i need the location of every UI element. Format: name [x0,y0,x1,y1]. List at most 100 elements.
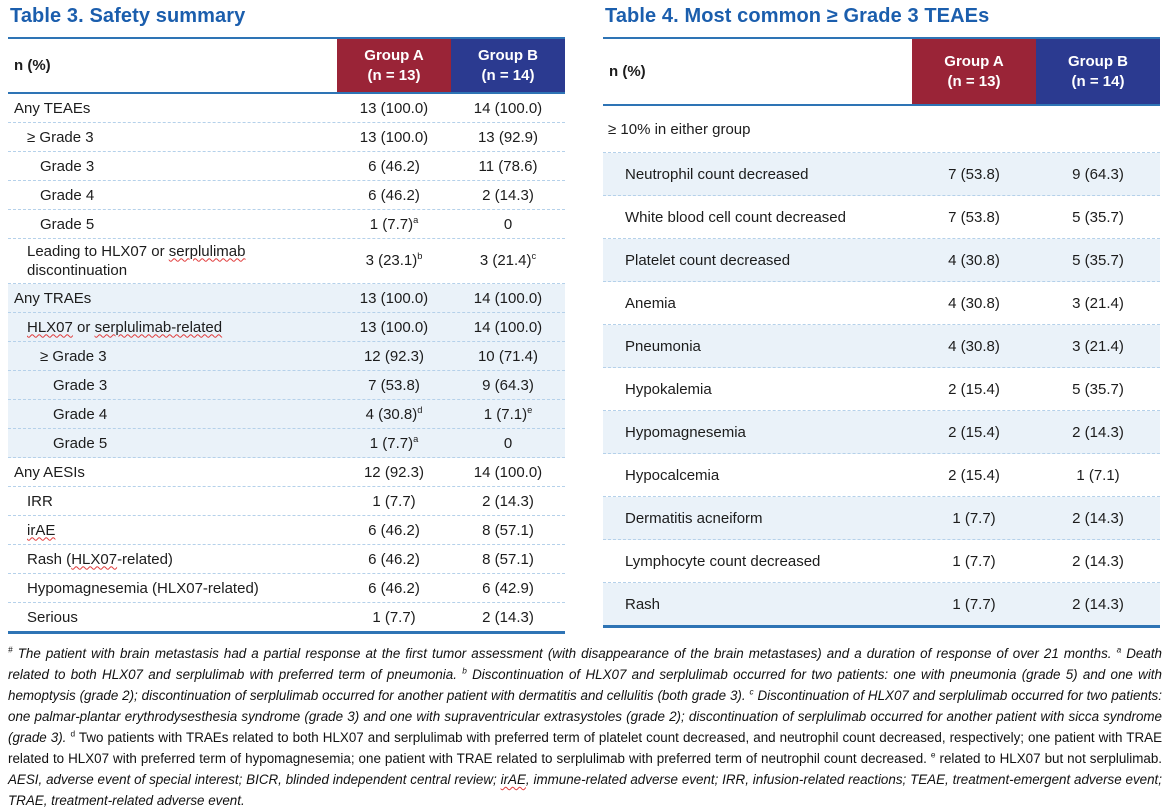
tables-row: Table 3. Safety summary n (%) Group A (n… [8,5,1162,634]
table4-header-row: n (%) Group A (n = 13) Group B (n = 14) [603,39,1160,106]
value-text: 4 (30.8) [365,405,418,423]
group-b-n: (n = 14) [481,66,535,84]
group-b-value: 2 (14.3) [451,609,565,626]
text-run: AESI, adverse event of special interest;… [8,772,501,787]
table3-body: Any TEAEs 13 (100.0) 14 (100.0) ≥ Grade 3 13… [8,94,565,631]
footnote-segment: AESI, adverse event of special interest;… [8,772,1162,808]
table4-header-n-pct: n (%) [609,63,646,80]
group-a-value: 1 (7.7) [337,609,451,626]
footnote-marker: # [8,644,13,655]
group-b-value: 11 (78.6) [451,158,565,175]
value-text: 1 (7.7) [369,215,414,233]
value-text: 2 (15.4) [948,466,1000,484]
value-text: 1 (7.7) [372,492,416,510]
row-label: Hypocalcemia [603,467,912,484]
text-run: IRR [27,492,53,510]
value-text: 4 (30.8) [948,251,1000,269]
group-b-value: 2 (14.3) [1036,596,1160,613]
row-label: ≥ Grade 3 [8,348,337,365]
text-run: Neutrophil count decreased [625,165,809,183]
row-label: Grade 5 [8,216,337,233]
table3-header-row: n (%) Group A (n = 13) Group B (n = 14) [8,39,565,94]
group-b-value: 3 (21.4)c [451,251,565,271]
table-row: Hypocalcemia 2 (15.4) 1 (7.1) [603,454,1160,497]
footnote-marker: b [417,251,423,262]
group-b-name: Group B [1068,53,1128,70]
text-run: Leading to HLX07 or [27,242,169,260]
row-label: Grade 5 [8,435,337,452]
table4-title: Table 4. Most common ≥ Grade 3 TEAEs [605,5,990,27]
group-a-value: 6 (46.2) [337,580,451,597]
group-a-value: 1 (7.7) [912,553,1036,570]
text-run: related to HLX07 but not serplulimab. [939,751,1162,766]
text-run: Platelet count decreased [625,251,791,269]
group-a-n: (n = 13) [947,72,1001,90]
group-a-value: 4 (30.8) [912,252,1036,269]
value-text: 6 (46.2) [368,521,420,539]
table3-header-group-b: Group B (n = 14) [451,39,565,92]
text-run: The patient with brain metastasis had a … [17,646,1112,661]
group-b-value: 14 (100.0) [451,290,565,307]
table-row: Lymphocyte count decreased 1 (7.7) 2 (14.3… [603,540,1160,583]
group-a-value: 4 (30.8) [912,295,1036,312]
table-row: irAE 6 (46.2) 8 (57.1) [8,516,565,545]
footnote-segment: d Two patients with TRAEs related to bot… [8,728,1162,766]
group-b-value: 8 (57.1) [451,522,565,539]
value-text: 7 (53.8) [948,208,1000,226]
group-a-value: 13 (100.0) [337,129,451,146]
group-a-value: 6 (46.2) [337,187,451,204]
text-run: Grade 4 [53,405,108,423]
value-text: 0 [503,434,513,452]
table-row: ≥ Grade 3 13 (100.0) 13 (92.9) [8,123,565,152]
row-label: Any TRAEs [8,290,337,307]
group-b-name: Group B [478,47,538,64]
group-b-value: 2 (14.3) [451,493,565,510]
footnote-marker: d [70,728,76,739]
group-a-value: 4 (30.8)d [337,405,451,423]
group-a-value: 7 (53.8) [337,377,451,394]
value-text: 12 (92.3) [363,463,425,481]
value-text: 0 [503,215,513,233]
text-run: ≥ Grade 3 [27,128,94,146]
value-text: 6 (46.2) [368,579,420,597]
table-row: Rash 1 (7.7) 2 (14.3) [603,583,1160,625]
value-text: 1 (7.7) [952,595,996,613]
row-label: White blood cell count decreased [603,209,912,226]
group-b-value: 2 (14.3) [1036,553,1160,570]
group-b-value: 14 (100.0) [451,100,565,117]
table4-header-group-b: Group B (n = 14) [1036,39,1160,104]
row-label: Grade 4 [8,406,337,423]
row-label: Lymphocyte count decreased [603,553,912,570]
footnote-marker: e [527,404,533,415]
row-label: Pneumonia [603,338,912,355]
group-a-value: 2 (15.4) [912,467,1036,484]
value-text: 12 (92.3) [363,347,425,365]
group-b-value: 2 (14.3) [1036,424,1160,441]
text-run: White blood cell count decreased [625,208,846,226]
text-run: Grade 3 [53,376,108,394]
table-row: IRR 1 (7.7) 2 (14.3) [8,487,565,516]
table3-section: Table 3. Safety summary n (%) Group A (n… [8,5,565,634]
text-run: Hypokalemia [625,380,712,398]
group-b-value: 1 (7.1) [1036,467,1160,484]
table-row: Anemia 4 (30.8) 3 (21.4) [603,282,1160,325]
group-b-value: 5 (35.7) [1036,381,1160,398]
value-text: 4 (30.8) [948,294,1000,312]
group-a-value: 1 (7.7) [912,510,1036,527]
group-a-value: 1 (7.7)a [337,434,451,452]
group-b-value: 9 (64.3) [1036,166,1160,183]
group-b-value: 5 (35.7) [1036,209,1160,226]
table-row: Grade 4 6 (46.2) 2 (14.3) [8,181,565,210]
text-run: or [72,318,95,336]
group-b-value: 5 (35.7) [1036,252,1160,269]
value-text: 2 (14.3) [482,608,534,626]
value-text: 1 (7.7) [952,552,996,570]
row-label: Hypokalemia [603,381,912,398]
row-label: Platelet count decreased [603,252,912,269]
group-b-value: 2 (14.3) [451,187,565,204]
value-text: 4 (30.8) [948,337,1000,355]
misspelled-word: irAE [27,521,56,539]
footnote-segment: e related to HLX07 but not serplulimab. [931,750,1162,766]
value-text: 6 (46.2) [368,157,420,175]
table3-header-group-a: Group A (n = 13) [337,39,451,92]
